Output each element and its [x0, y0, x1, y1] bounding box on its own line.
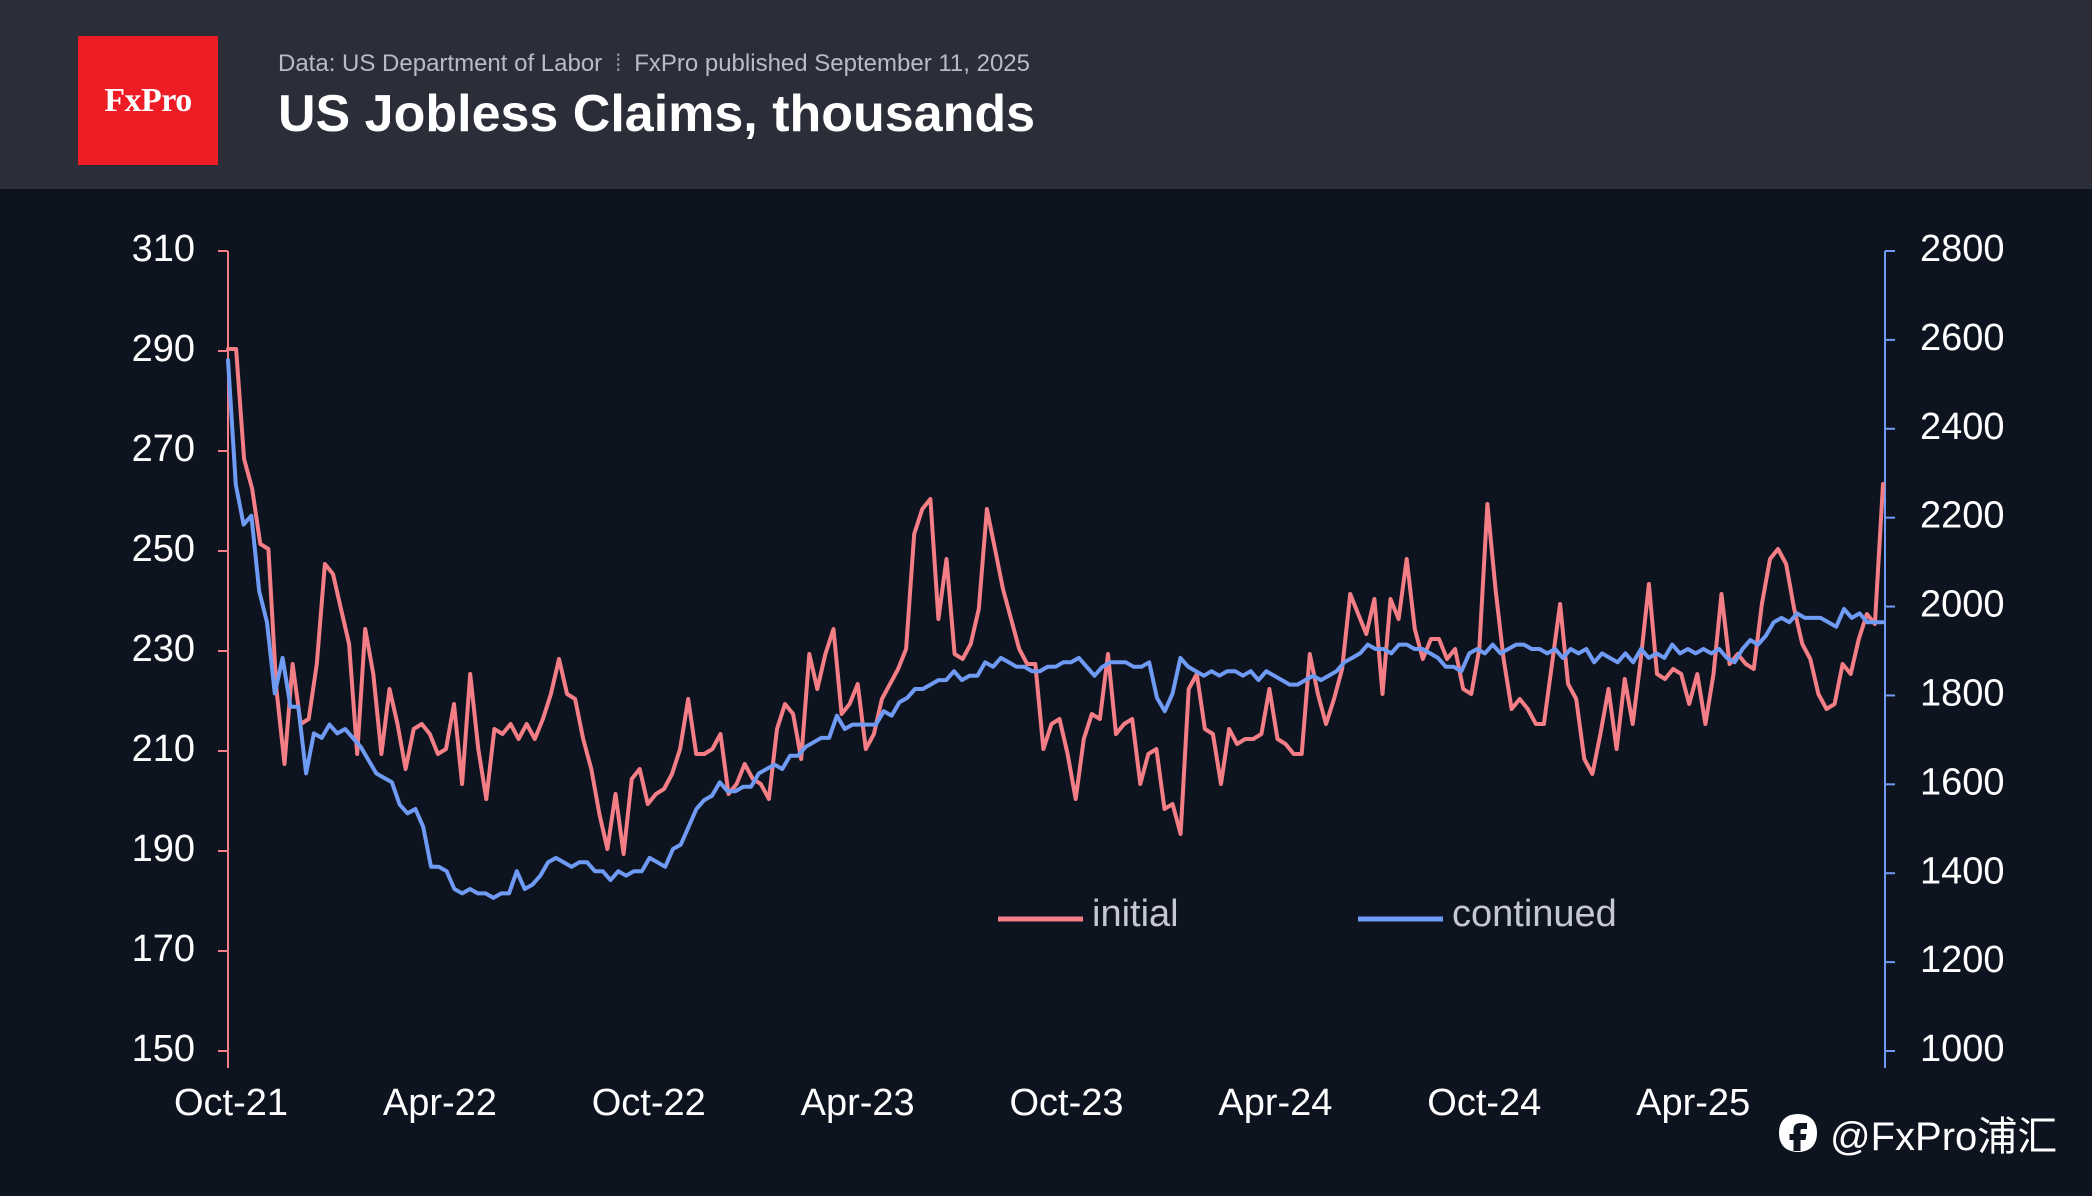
right-tick-label: 1400 — [1920, 850, 2005, 892]
x-tick-label: Oct-21 — [174, 1082, 288, 1124]
separator: ⁞ — [614, 50, 622, 77]
left-tick-label: 150 — [132, 1028, 195, 1070]
series-line-initial — [226, 347, 1885, 856]
header-bar: FxPro Data: US Department of Labor ⁞ FxP… — [0, 0, 2092, 189]
data-source: Data: US Department of Labor — [278, 50, 603, 77]
legend-continued-label: continued — [1452, 893, 1617, 935]
right-tick-label: 2800 — [1920, 228, 2005, 270]
x-tick-label: Oct-22 — [592, 1082, 706, 1124]
chart-title: US Jobless Claims, thousands — [278, 85, 1036, 143]
right-tick-label: 1600 — [1920, 761, 2005, 803]
x-tick-label: Apr-25 — [1636, 1082, 1750, 1124]
x-tick-label: Apr-23 — [801, 1082, 915, 1124]
x-axis-ticks: Oct-21 Apr-22 Oct-22 Apr-23 Oct-23 Apr-24 Oct-… — [174, 1082, 1750, 1124]
legend-initial-label: initial — [1092, 893, 1179, 935]
left-axis-ticks: 310 290 270 250 230 210 190 170 150 — [132, 228, 228, 1070]
right-tick-label: 2600 — [1920, 317, 2005, 359]
right-tick-label: 2400 — [1920, 406, 2005, 448]
right-tick-label: 1000 — [1920, 1028, 2005, 1070]
watermark-text: @FxPro浦汇 — [1830, 1115, 2058, 1159]
x-tick-label: Oct-24 — [1427, 1082, 1541, 1124]
watermark: @FxPro浦汇 — [1776, 1104, 2057, 1162]
x-tick-label: Apr-22 — [383, 1082, 497, 1124]
source-line: Data: US Department of Labor ⁞ FxPro pub… — [278, 50, 1030, 78]
line-chart: 310 290 270 250 230 210 190 170 150 2800 2600 2400… — [132, 228, 2005, 1124]
left-tick-label: 250 — [132, 528, 195, 570]
left-tick-label: 290 — [132, 328, 195, 370]
left-tick-label: 230 — [132, 628, 195, 670]
left-tick-label: 170 — [132, 928, 195, 970]
series-layer — [226, 347, 1885, 900]
left-tick-label: 190 — [132, 828, 195, 870]
left-tick-label: 210 — [132, 728, 195, 770]
fxpro-logo: FxPro — [78, 36, 218, 165]
published-date: FxPro published September 11, 2025 — [634, 50, 1030, 77]
series-line-continued — [226, 358, 1885, 900]
x-tick-label: Apr-24 — [1218, 1082, 1332, 1124]
right-axis-ticks: 2800 2600 2400 2200 2000 1800 1600 1400 1200 1000 — [1885, 228, 2005, 1070]
right-tick-label: 2000 — [1920, 584, 2005, 626]
x-tick-label: Oct-23 — [1010, 1082, 1124, 1124]
right-tick-label: 1800 — [1920, 672, 2005, 714]
left-tick-label: 270 — [132, 428, 195, 470]
logo-text: FxPro — [104, 81, 192, 119]
social-logo-icon — [1779, 1114, 1817, 1152]
legend: initial continued — [998, 893, 1617, 935]
right-tick-label: 2200 — [1920, 495, 2005, 537]
right-tick-label: 1200 — [1920, 939, 2005, 981]
left-tick-label: 310 — [132, 228, 195, 270]
